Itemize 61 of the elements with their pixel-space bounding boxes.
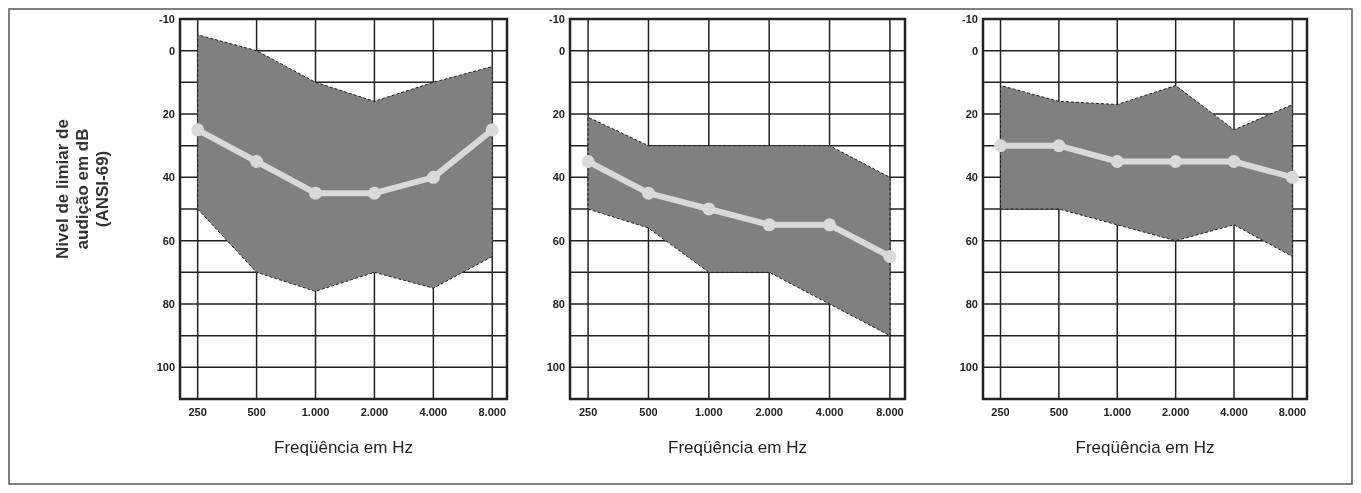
point: [250, 155, 264, 168]
y-tick-label: 20: [965, 107, 978, 120]
x-tick-label: 2.000: [1161, 406, 1190, 418]
x-tick-label: 500: [1049, 406, 1069, 418]
y-tick-label: 20: [162, 107, 175, 120]
x-tick-label: 1.000: [695, 406, 723, 418]
point: [1052, 139, 1066, 153]
x-tick-label: 500: [247, 406, 266, 418]
x-tick-label: 8.000: [1278, 406, 1307, 418]
y-tick-label: 0: [971, 44, 978, 57]
point: [1169, 155, 1183, 168]
y-tick-label: -10: [962, 12, 978, 25]
y-tick-label: 60: [965, 234, 978, 247]
y-tick-label: -10: [549, 12, 565, 25]
y-tick-label: 40: [162, 171, 175, 184]
x-tick-label: 250: [188, 406, 207, 418]
point: [1227, 155, 1241, 168]
point: [191, 123, 205, 137]
y-tick-label: 60: [552, 234, 565, 247]
x-tick-label: 4.000: [419, 406, 448, 418]
y-tick-label: 100: [546, 361, 565, 374]
y-tick-label: 100: [959, 361, 978, 374]
point: [883, 250, 897, 263]
point: [485, 123, 499, 137]
y-tick-label: 80: [552, 297, 565, 310]
y-tick-label: -10: [159, 12, 175, 25]
x-axis-title: Freqüência em Hz: [274, 438, 413, 457]
x-tick-label: 250: [991, 406, 1010, 418]
y-tick-label: 80: [162, 297, 175, 310]
y-tick-label: 80: [965, 297, 978, 310]
x-tick-label: 1.000: [301, 406, 330, 418]
y-tick-label: 40: [552, 171, 565, 184]
y-tick-label: 60: [162, 234, 175, 247]
x-tick-label: 2.000: [755, 406, 783, 418]
x-tick-label: 250: [578, 406, 598, 418]
point: [702, 202, 716, 216]
y-tick-label: 20: [552, 107, 565, 120]
point: [1110, 155, 1124, 168]
x-tick-label: 2.000: [360, 406, 389, 418]
point: [994, 139, 1008, 153]
x-tick-label: 1.000: [1103, 406, 1132, 418]
y-tick-label: 40: [965, 171, 978, 184]
y-tick-label: 0: [558, 44, 565, 57]
point: [762, 218, 776, 232]
x-tick-label: 4.000: [1220, 406, 1248, 418]
y-tick-label: 100: [156, 361, 175, 374]
x-tick-label: 500: [639, 406, 658, 418]
point: [641, 186, 655, 200]
x-tick-label: 4.000: [815, 406, 844, 418]
point: [367, 186, 381, 200]
x-tick-label: 8.000: [876, 406, 904, 418]
point: [823, 218, 837, 232]
y-axis-title: Nivel de limiar de audição em dB (ANSI-69): [53, 119, 112, 259]
point: [426, 170, 440, 184]
x-axis-title: Freqüência em Hz: [1075, 438, 1215, 457]
point: [309, 186, 323, 200]
point: [1285, 170, 1299, 184]
x-axis-title: Freqüência em Hz: [668, 438, 807, 457]
y-tick-label: 0: [168, 44, 175, 57]
point: [581, 155, 595, 168]
x-tick-label: 8.000: [478, 406, 507, 418]
